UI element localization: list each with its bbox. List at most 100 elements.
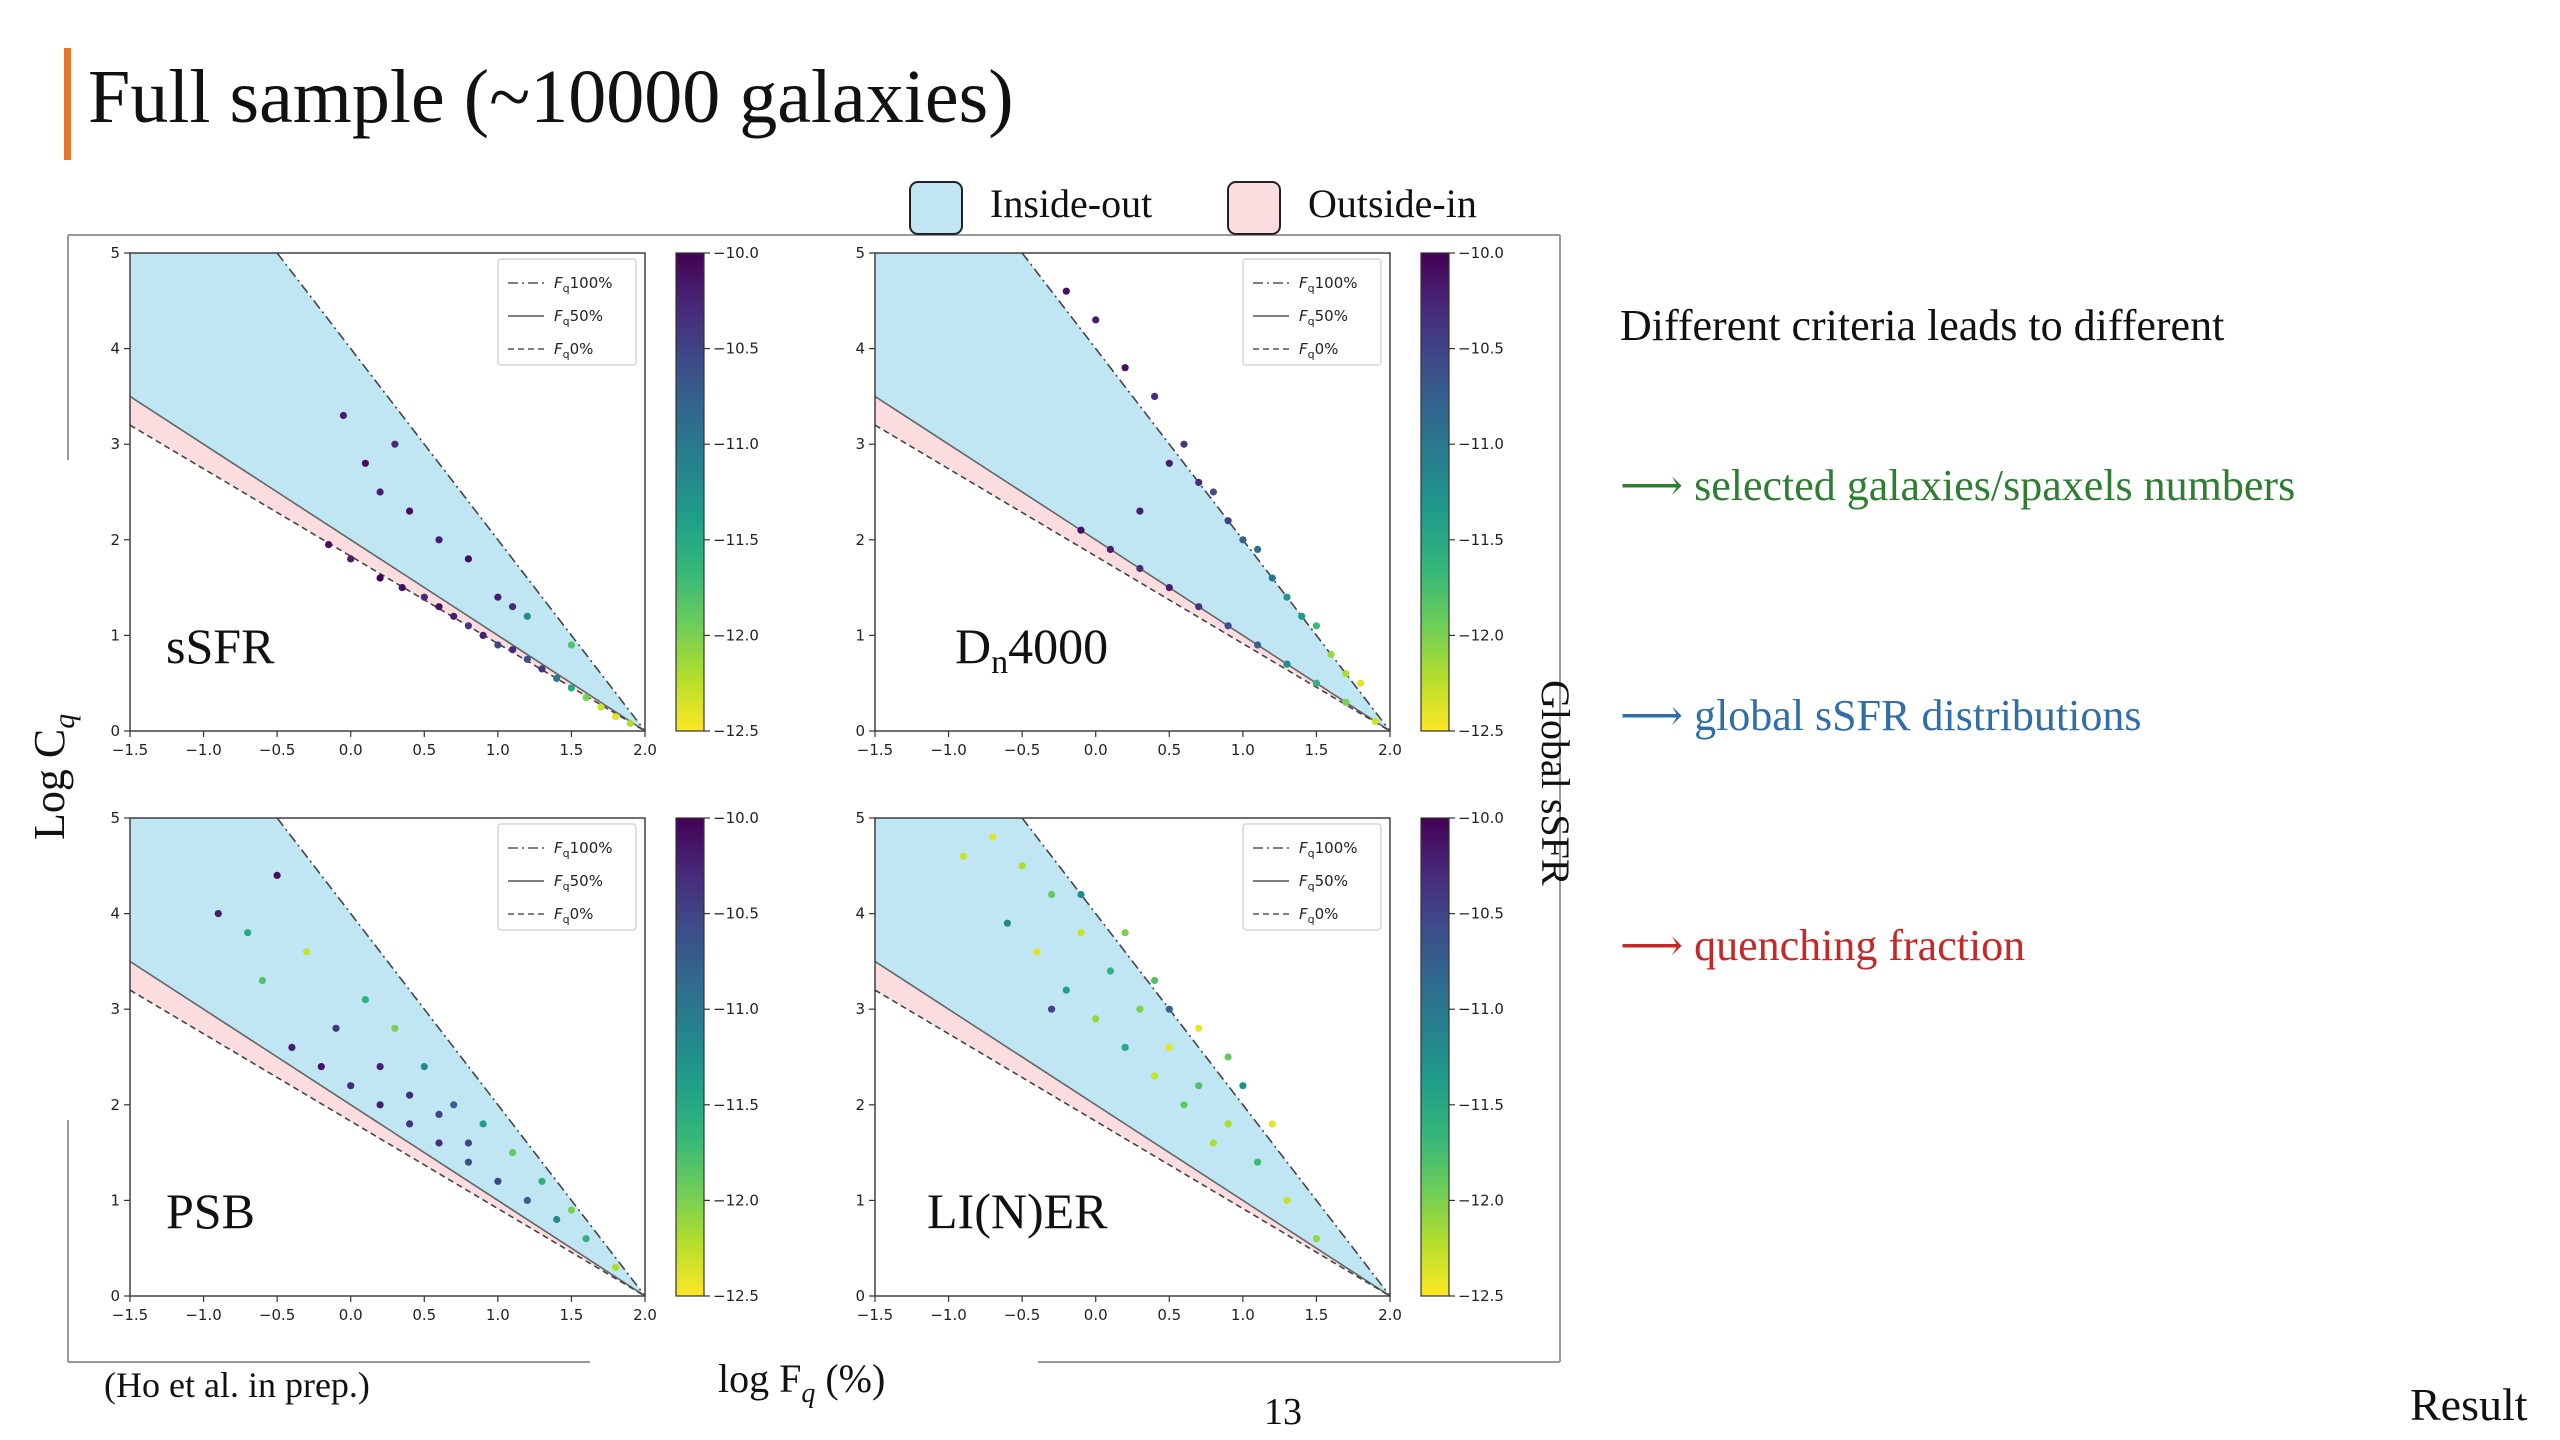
data-point bbox=[435, 1139, 443, 1147]
y-tick-label: 1 bbox=[855, 1191, 865, 1209]
y-tick-label: 2 bbox=[855, 531, 865, 549]
data-point bbox=[1195, 603, 1203, 611]
colorbar-tick-label: −10.5 bbox=[713, 340, 759, 358]
y-tick-label: 1 bbox=[110, 626, 120, 644]
data-point bbox=[391, 440, 399, 448]
y-axis-label-main: Log C bbox=[25, 729, 74, 840]
y-tick-label: 3 bbox=[110, 435, 120, 453]
x-tick-label: −0.5 bbox=[259, 741, 295, 759]
colorbar-tick-label: −10.0 bbox=[1458, 244, 1504, 262]
data-point bbox=[553, 1215, 561, 1224]
colorbar-tick-label: −12.5 bbox=[1458, 1287, 1504, 1305]
x-tick-label: 1.0 bbox=[486, 741, 510, 759]
data-point bbox=[1298, 612, 1306, 620]
colorbar-tick-label: −10.5 bbox=[713, 905, 759, 923]
data-point bbox=[317, 1063, 325, 1071]
colorbar-tick-label: −12.5 bbox=[713, 722, 759, 740]
colorbar bbox=[1420, 252, 1450, 732]
data-point bbox=[523, 655, 531, 663]
title-accent-bar bbox=[64, 48, 71, 160]
line-fq50 bbox=[130, 395, 645, 731]
data-point bbox=[464, 555, 472, 563]
data-point bbox=[214, 910, 222, 918]
x-tick-label: 1.5 bbox=[1304, 741, 1328, 759]
y-axis-label-sub: q bbox=[48, 714, 81, 729]
line-fq50 bbox=[875, 960, 1390, 1296]
data-point bbox=[1165, 1005, 1173, 1013]
legend-swatch-inside-out bbox=[909, 181, 963, 235]
data-point bbox=[626, 719, 634, 728]
x-axis-label-sub: q bbox=[801, 1378, 815, 1409]
bullet-global-ssfr: ⟶ global sSFR distributions bbox=[1620, 691, 2142, 740]
x-tick-label: 0.5 bbox=[412, 741, 436, 759]
data-point bbox=[582, 693, 590, 702]
data-point bbox=[567, 1206, 576, 1214]
data-point bbox=[1165, 459, 1173, 467]
data-point bbox=[1165, 584, 1173, 592]
data-point bbox=[1283, 593, 1291, 601]
x-tick-label: 0.0 bbox=[339, 1306, 363, 1324]
data-point bbox=[1224, 1053, 1232, 1061]
line-legend-label: Fq0% bbox=[1299, 905, 1338, 926]
data-point bbox=[1224, 622, 1232, 630]
y-tick-label: 3 bbox=[110, 1000, 120, 1018]
x-tick-label: 0.0 bbox=[1084, 1306, 1108, 1324]
colorbar-label: Global sSFR bbox=[1533, 680, 1578, 886]
data-point bbox=[1209, 1139, 1217, 1147]
data-point bbox=[1151, 1072, 1159, 1080]
x-tick-label: 0.5 bbox=[412, 1306, 436, 1324]
data-point bbox=[450, 612, 458, 620]
panel-ssfr-plot-area bbox=[130, 253, 645, 731]
data-point bbox=[479, 1120, 487, 1128]
data-point bbox=[508, 646, 517, 654]
data-point bbox=[1224, 1120, 1232, 1128]
data-point bbox=[1312, 1235, 1320, 1243]
data-point bbox=[1254, 641, 1262, 649]
data-point bbox=[1165, 1043, 1173, 1051]
panel-label: LI(N)ER bbox=[927, 1183, 1108, 1239]
x-tick-label: 1.5 bbox=[559, 741, 583, 759]
data-point bbox=[1254, 1158, 1262, 1166]
data-point bbox=[523, 1196, 531, 1204]
y-tick-label: 3 bbox=[855, 435, 865, 453]
panel-label: sSFR bbox=[166, 618, 275, 674]
axes-frame bbox=[874, 252, 1391, 732]
data-point bbox=[1342, 698, 1350, 706]
line-legend-label: Fq50% bbox=[554, 307, 603, 328]
data-point bbox=[1106, 967, 1114, 975]
data-point bbox=[538, 1177, 546, 1185]
line-legend-label: Fq100% bbox=[554, 839, 613, 860]
colorbar-tick-label: −10.0 bbox=[1458, 809, 1504, 827]
x-tick-label: 2.0 bbox=[633, 741, 657, 759]
x-tick-label: −0.5 bbox=[259, 1306, 295, 1324]
colorbar-tick-label: −11.0 bbox=[1458, 1000, 1504, 1018]
data-point bbox=[464, 1158, 472, 1166]
x-tick-label: −1.0 bbox=[185, 1306, 221, 1324]
panel-liner-plot-area bbox=[875, 818, 1390, 1296]
data-point bbox=[508, 1149, 517, 1157]
data-point bbox=[450, 1101, 458, 1109]
data-point bbox=[1327, 650, 1335, 659]
data-point bbox=[406, 507, 414, 515]
line-legend-label: Fq0% bbox=[554, 340, 593, 361]
x-tick-label: 1.0 bbox=[486, 1306, 510, 1324]
data-point bbox=[325, 541, 333, 549]
line-fq50 bbox=[875, 395, 1390, 731]
line-legend-box bbox=[1242, 823, 1382, 931]
data-point bbox=[1357, 679, 1365, 687]
colorbar-tick-label: −11.0 bbox=[713, 435, 759, 453]
data-point bbox=[553, 674, 561, 683]
data-point bbox=[1018, 862, 1026, 870]
y-tick-label: 5 bbox=[110, 244, 120, 262]
x-tick-label: −1.5 bbox=[857, 741, 893, 759]
y-tick-label: 4 bbox=[110, 905, 120, 923]
line-legend-box bbox=[497, 823, 637, 931]
data-point bbox=[1077, 890, 1085, 899]
axes-frame bbox=[129, 252, 646, 732]
data-point bbox=[1033, 948, 1041, 956]
x-tick-label: −1.5 bbox=[112, 1306, 148, 1324]
data-point bbox=[523, 612, 531, 620]
figure: Inside-out Outside-in Log Cq log Fq (%) … bbox=[25, 181, 1578, 1409]
section-label: Result bbox=[2410, 1379, 2528, 1430]
slide-title: Full sample (~10000 galaxies) bbox=[88, 55, 1014, 139]
